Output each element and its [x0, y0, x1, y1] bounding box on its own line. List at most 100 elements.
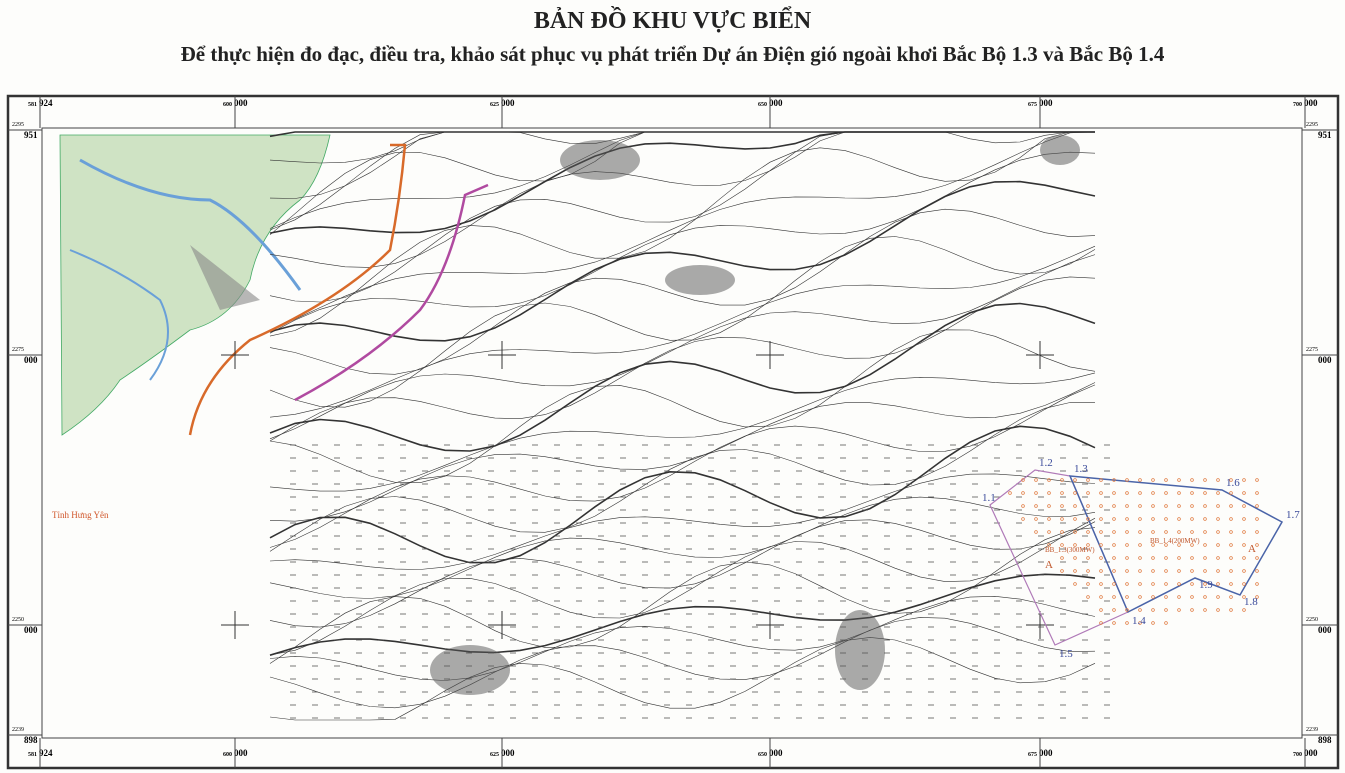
turbine-dot: [1099, 595, 1103, 599]
shoal: [560, 140, 640, 180]
turbine-dot: [1177, 556, 1181, 560]
x-grid-label: 581 924: [28, 748, 53, 758]
zone-bb14: [1068, 475, 1284, 614]
contour-line: [269, 496, 1096, 599]
place-label: Tỉnh Hưng Yên: [52, 510, 109, 520]
turbine-dot: [1073, 530, 1077, 534]
turbine-dot: [1086, 543, 1090, 547]
turbine-dot: [1203, 595, 1207, 599]
turbine-dot: [1242, 491, 1246, 495]
turbine-dot: [1164, 621, 1168, 625]
label-big: 000: [769, 98, 783, 108]
turbine-dot: [1125, 582, 1129, 586]
turbine-dot: [1255, 478, 1259, 482]
turbine-dot: [1177, 582, 1181, 586]
y-grid-label: 000: [1318, 355, 1332, 365]
turbine-dot: [1021, 517, 1025, 521]
label-big: 000: [1304, 748, 1318, 758]
turbine-dot: [1021, 491, 1025, 495]
turbine-dot: [1125, 543, 1129, 547]
point-label: 1.3: [1074, 463, 1088, 475]
zone-mark: A: [1045, 559, 1053, 571]
turbine-dot: [1099, 530, 1103, 534]
contour-line: [269, 254, 1096, 440]
turbine-dot: [1047, 530, 1051, 534]
turbine-dot: [1112, 491, 1116, 495]
turbine-dot: [1229, 491, 1233, 495]
turbine-dot: [1177, 608, 1181, 612]
map-subtitle: Để thực hiện đo đạc, điều tra, khảo sát …: [180, 42, 1165, 66]
turbine-dot: [1151, 595, 1155, 599]
turbine-dot: [1229, 504, 1233, 508]
turbine-dot: [1255, 491, 1259, 495]
turbine-dot: [1242, 608, 1246, 612]
turbine-dot: [1151, 491, 1155, 495]
label-small: 675: [1028, 102, 1037, 108]
turbine-dot: [1099, 478, 1103, 482]
turbine-dot: [1099, 621, 1103, 625]
label-small: 675: [1028, 752, 1037, 758]
turbine-dot: [1229, 530, 1233, 534]
turbine-dot: [1138, 621, 1142, 625]
turbine-dot: [1112, 608, 1116, 612]
turbine-dot: [1177, 504, 1181, 508]
x-grid-label: 700 000: [1293, 748, 1318, 758]
turbine-dot: [1242, 556, 1246, 560]
turbine-dot: [1125, 556, 1129, 560]
turbine-dot: [1086, 478, 1090, 482]
label-small: 600: [223, 102, 232, 108]
turbine-dot: [1216, 582, 1220, 586]
contour-line: [269, 245, 1096, 418]
turbine-dot: [1125, 517, 1129, 521]
turbine-dot: [1177, 569, 1181, 573]
turbine-dot: [1151, 621, 1155, 625]
y-grid-label-small: 2295: [12, 122, 24, 128]
turbine-dot: [1112, 582, 1116, 586]
y-grid-label-small: 2250: [1306, 617, 1318, 623]
turbine-dot: [1060, 478, 1064, 482]
turbine-dot: [1060, 556, 1064, 560]
turbine-dot: [1164, 608, 1168, 612]
turbine-dot: [1086, 504, 1090, 508]
turbine-dot: [1229, 608, 1233, 612]
turbine-dot: [1190, 595, 1194, 599]
y-grid-label-small: 2275: [12, 347, 24, 353]
turbine-dot: [1060, 530, 1064, 534]
boundary-magenta: [294, 183, 489, 402]
turbine-dot: [1190, 556, 1194, 560]
turbine-dot: [1138, 530, 1142, 534]
turbine-dot: [1034, 504, 1038, 508]
turbine-dot: [1138, 608, 1142, 612]
turbine-dot: [1112, 595, 1116, 599]
turbine-dot: [1073, 517, 1077, 521]
turbine-dot: [1086, 595, 1090, 599]
contour-line: [269, 236, 1096, 408]
x-grid-label: 600 000: [223, 98, 248, 108]
turbine-dot: [1099, 608, 1103, 612]
point-label: 1.2: [1039, 457, 1053, 469]
contour-line: [269, 372, 1096, 492]
shoal: [1040, 135, 1080, 165]
zones: 1.1 1.2 1.3 1.4 1.5 1.6 1.7 1.8 1.9 BB_1.3(300MW)…: [982, 457, 1300, 660]
y-grid-label-small: 2239: [12, 727, 24, 733]
turbine-dot: [1242, 478, 1246, 482]
label-big: 000: [1304, 98, 1318, 108]
turbine-dot: [1099, 517, 1103, 521]
x-grid-label: 650 000: [758, 748, 783, 758]
turbine-dot: [1229, 595, 1233, 599]
shoal: [430, 645, 510, 695]
contour-line: [269, 180, 1096, 342]
turbine-dot: [1112, 543, 1116, 547]
turbine-dot: [1164, 543, 1168, 547]
turbine-dot: [1125, 491, 1129, 495]
turbine-dot: [1242, 504, 1246, 508]
turbine-dot: [1112, 517, 1116, 521]
turbine-dot: [1151, 543, 1155, 547]
turbine-dot: [1255, 569, 1259, 573]
contour-line: [269, 131, 1095, 199]
turbine-dot: [1255, 595, 1259, 599]
turbine-dot: [1151, 478, 1155, 482]
contour-line: [269, 151, 1096, 334]
label-big: 000: [1039, 98, 1053, 108]
